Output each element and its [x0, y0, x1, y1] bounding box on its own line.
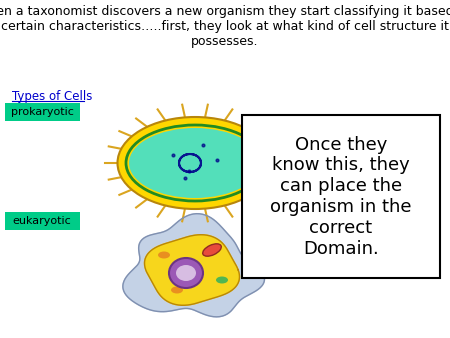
Ellipse shape — [216, 276, 228, 284]
Polygon shape — [144, 235, 239, 305]
Text: When a taxonomist discovers a new organism they start classifying it based on
ce: When a taxonomist discovers a new organi… — [0, 5, 450, 48]
Text: eukaryotic: eukaryotic — [13, 216, 72, 226]
Ellipse shape — [117, 117, 273, 209]
Text: prokaryotic: prokaryotic — [10, 107, 73, 117]
Ellipse shape — [158, 251, 170, 259]
Ellipse shape — [129, 128, 261, 198]
Ellipse shape — [171, 287, 183, 293]
Ellipse shape — [176, 265, 196, 281]
FancyBboxPatch shape — [5, 212, 80, 230]
Ellipse shape — [169, 258, 203, 288]
FancyBboxPatch shape — [242, 115, 440, 278]
Polygon shape — [123, 214, 265, 317]
Ellipse shape — [202, 244, 221, 256]
Text: Once they
know this, they
can place the
organism in the
correct
Domain.: Once they know this, they can place the … — [270, 136, 412, 258]
FancyBboxPatch shape — [5, 103, 80, 121]
Text: Types of Cells: Types of Cells — [12, 90, 92, 103]
